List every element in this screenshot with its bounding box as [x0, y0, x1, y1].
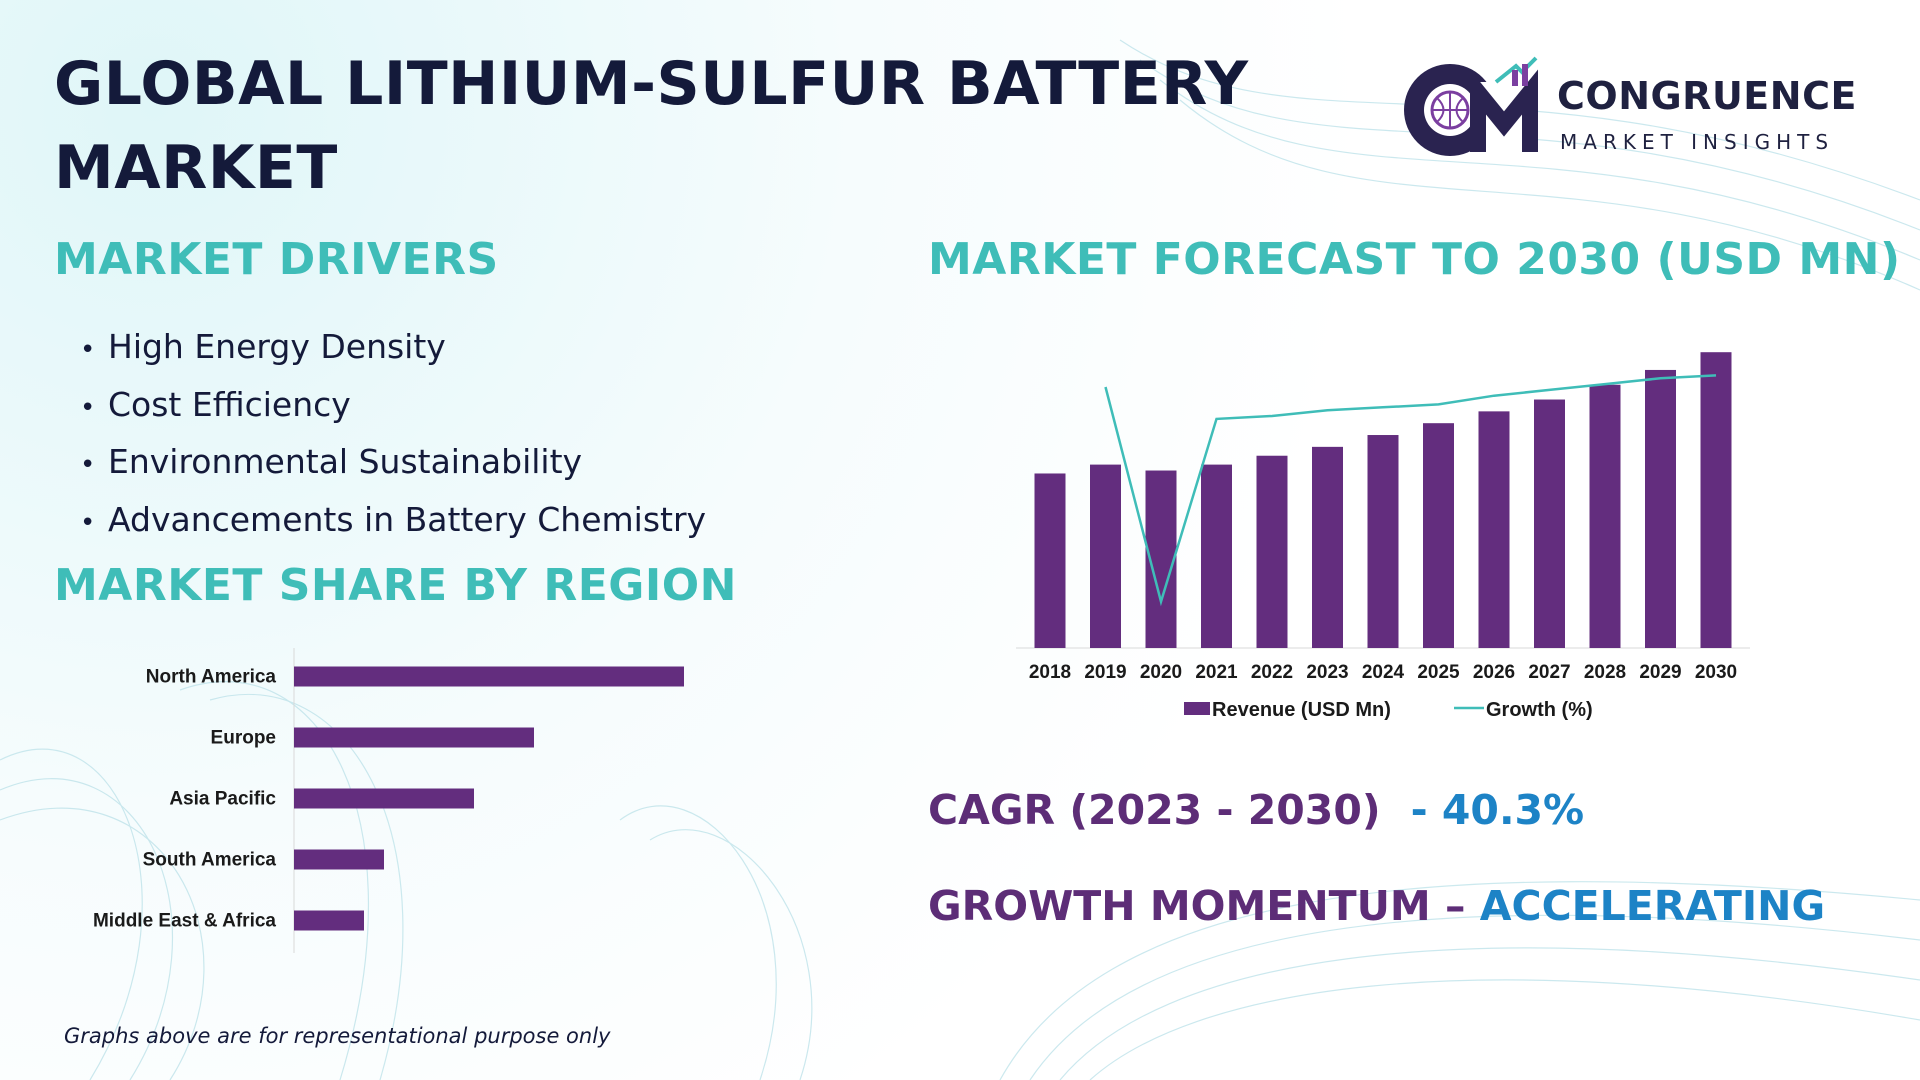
bullet-icon: • [80, 392, 96, 423]
bullet-icon: • [80, 507, 96, 538]
region-label: Middle East & Africa [93, 911, 276, 932]
year-tick-label: 2020 [1140, 662, 1182, 683]
market-forecast-heading: MARKET FORECAST TO 2030 (USD MN) [928, 234, 1901, 285]
growth-line [1104, 374, 1717, 607]
year-tick-label: 2024 [1362, 662, 1405, 683]
bullet-icon: • [80, 335, 96, 365]
region-bar [294, 849, 384, 870]
region-bar [294, 788, 474, 809]
cagr-label: CAGR (2023 - 2030) [928, 786, 1381, 834]
region-bar [294, 666, 684, 687]
momentum-label: GROWTH MOMENTUM – [928, 882, 1480, 930]
revenue-bar [1700, 352, 1732, 648]
legend-revenue-swatch [1184, 702, 1210, 715]
driver-label: Environmental Sustainability [108, 442, 583, 481]
revenue-bar [1589, 384, 1621, 648]
region-label: Europe [211, 728, 276, 749]
drivers-list: • High Energy Density • Cost Efficiency • E… [80, 320, 706, 550]
year-tick-label: 2019 [1084, 662, 1126, 683]
year-tick-label: 2027 [1528, 662, 1570, 683]
year-tick-label: 2022 [1251, 662, 1293, 683]
region-bar [294, 910, 364, 931]
revenue-bar [1201, 464, 1232, 648]
cagr-stat: CAGR (2023 - 2030) - 40.3% [928, 786, 1584, 834]
revenue-bar [1534, 399, 1565, 648]
revenue-bar [1312, 446, 1343, 648]
cagr-value: - 40.3% [1410, 786, 1585, 834]
year-tick-label: 2023 [1306, 662, 1348, 683]
revenue-bar [1090, 464, 1121, 648]
revenue-bar [1423, 423, 1454, 648]
driver-item: • Cost Efficiency [80, 378, 706, 436]
revenue-bar [1256, 455, 1288, 648]
market-share-region-heading: MARKET SHARE BY REGION [54, 560, 737, 611]
year-tick-label: 2029 [1639, 662, 1681, 683]
driver-label: Advancements in Battery Chemistry [108, 499, 707, 539]
region-share-chart: North America Europe Asia Pacific South Ame… [93, 648, 684, 953]
year-tick-label: 2028 [1584, 662, 1626, 683]
revenue-bar [1034, 473, 1066, 648]
market-drivers-heading: MARKET DRIVERS [54, 234, 499, 285]
logo-name: CONGRUENCE [1557, 74, 1857, 118]
growth-momentum-stat: GROWTH MOMENTUM – ACCELERATING [928, 882, 1825, 930]
region-label: North America [146, 667, 277, 688]
footnote: Graphs above are for representational pu… [64, 1024, 611, 1048]
page-title: GLOBAL LITHIUM-SULFUR BATTERY MARKET [54, 49, 1249, 203]
year-tick-label: 2021 [1195, 662, 1238, 683]
year-tick-label: 2026 [1473, 662, 1515, 683]
legend-revenue-label: Revenue (USD Mn) [1212, 699, 1391, 721]
logo-subtitle: MARKET INSIGHTS [1560, 130, 1835, 154]
driver-label: Cost Efficiency [108, 384, 351, 424]
revenue-bar [1478, 411, 1510, 648]
driver-label: High Energy Density [108, 327, 446, 366]
momentum-value: ACCELERATING [1479, 882, 1826, 930]
logo-mark-icon [1404, 56, 1538, 156]
driver-item: • High Energy Density [80, 320, 706, 378]
driver-item: • Advancements in Battery Chemistry [80, 493, 706, 551]
driver-item: • Environmental Sustainability [80, 435, 706, 493]
logo: CONGRUENCE MARKET INSIGHTS [1400, 52, 1880, 162]
region-label: Asia Pacific [169, 789, 276, 810]
year-tick-label: 2018 [1029, 662, 1071, 683]
year-tick-label: 2025 [1417, 662, 1460, 683]
bullet-icon: • [80, 450, 96, 480]
revenue-bar [1367, 435, 1399, 648]
legend-growth-label: Growth (%) [1486, 699, 1593, 721]
forecast-chart: 2018 2019 2020 2021 2022 2023 2024 2025 2026 2027… [1016, 352, 1750, 721]
year-tick-label: 2030 [1695, 662, 1737, 683]
region-label: South America [143, 850, 277, 871]
region-bar [294, 727, 534, 748]
revenue-bar [1645, 369, 1676, 648]
